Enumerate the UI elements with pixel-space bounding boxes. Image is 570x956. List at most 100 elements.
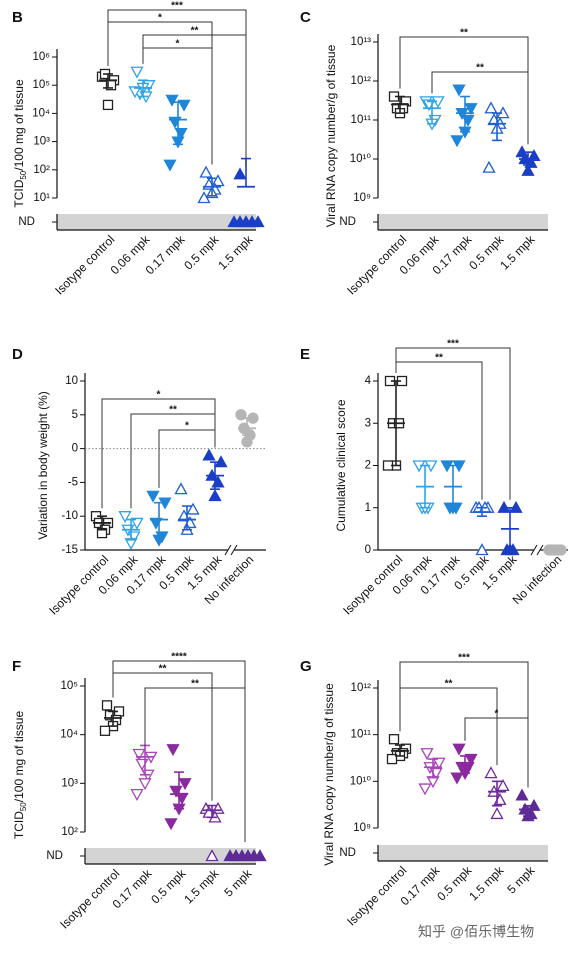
nd-label: ND bbox=[18, 216, 35, 228]
y-tick-label: 10³ bbox=[61, 777, 78, 789]
y-tick-label: 0 bbox=[72, 443, 78, 455]
significance-label: ** bbox=[169, 405, 177, 416]
nd-band bbox=[378, 845, 548, 861]
y-axis-label: TCID50/100 mg of tissue bbox=[12, 711, 28, 840]
significance-bracket bbox=[130, 413, 216, 509]
nd-label: ND bbox=[46, 850, 63, 862]
panel-label: C bbox=[300, 9, 311, 26]
point bbox=[128, 86, 142, 99]
y-tick-label: 4 bbox=[365, 375, 372, 387]
axis-break bbox=[530, 544, 538, 556]
y-axis-label: Viral RNA copy number/g of tissue bbox=[322, 683, 336, 866]
nd-label: ND bbox=[339, 216, 356, 228]
point bbox=[450, 135, 464, 148]
point bbox=[484, 766, 498, 779]
point bbox=[432, 757, 446, 770]
y-axis-label-part: TCID bbox=[12, 811, 26, 839]
y-axis-label-part: 50 bbox=[19, 802, 28, 811]
significance-label: *** bbox=[447, 339, 459, 350]
panel-label: B bbox=[12, 9, 23, 26]
y-axis-label-part: TCID bbox=[12, 179, 26, 207]
y-tick-label: 10¹² bbox=[351, 75, 372, 87]
significance-bracket bbox=[112, 672, 213, 801]
point bbox=[199, 165, 213, 178]
panel-label: D bbox=[12, 346, 23, 363]
point bbox=[233, 167, 247, 180]
y-tick-label: 10⁴ bbox=[32, 107, 50, 119]
significance-bracket bbox=[431, 71, 529, 145]
y-tick-label: 10⁵ bbox=[32, 79, 50, 91]
axis-break bbox=[230, 544, 238, 556]
y-axis-label-part: Cumulative clinical score bbox=[334, 399, 348, 531]
point bbox=[163, 159, 177, 172]
y-tick-label: 10³ bbox=[33, 136, 50, 148]
significance-label: * bbox=[176, 39, 180, 50]
point bbox=[130, 788, 144, 801]
point bbox=[166, 744, 180, 757]
x-tick-label: 0.5 mpk bbox=[181, 232, 222, 273]
y-tick-label: 10² bbox=[61, 826, 78, 838]
x-tick-label: 1.5 mpk bbox=[215, 232, 256, 273]
x-tick-label: 1.5 mpk bbox=[466, 863, 507, 904]
y-tick-label: 1 bbox=[365, 502, 371, 514]
panel-label: G bbox=[300, 658, 312, 675]
point bbox=[241, 436, 253, 448]
point bbox=[164, 818, 178, 831]
y-tick-label: 10¹⁰ bbox=[350, 775, 372, 787]
point bbox=[202, 448, 216, 461]
point bbox=[464, 103, 478, 116]
point bbox=[208, 489, 222, 502]
significance-label: *** bbox=[458, 653, 470, 664]
panel-label: E bbox=[300, 346, 310, 363]
significance-label: * bbox=[157, 390, 161, 401]
point bbox=[521, 163, 535, 176]
point bbox=[118, 511, 132, 524]
significance-bracket bbox=[395, 361, 483, 500]
point bbox=[165, 94, 179, 107]
point bbox=[101, 700, 113, 711]
y-axis-label-part: Viral RNA copy number/g of tissue bbox=[322, 683, 336, 866]
y-tick-label: 10¹ bbox=[33, 192, 50, 204]
y-axis-label-part: Variation in body weight (%) bbox=[36, 391, 50, 540]
significance-label: **** bbox=[171, 652, 187, 663]
significance-bracket bbox=[142, 47, 213, 165]
significance-label: ** bbox=[460, 28, 468, 39]
point bbox=[484, 101, 498, 114]
point bbox=[475, 543, 489, 556]
point bbox=[211, 174, 225, 187]
y-axis-label-part: /100 mg of tissue bbox=[12, 711, 26, 803]
point bbox=[197, 191, 211, 204]
y-tick-label: 3 bbox=[365, 417, 371, 429]
point bbox=[464, 753, 478, 766]
y-tick-label: 0 bbox=[365, 544, 371, 556]
significance-label: * bbox=[158, 13, 162, 24]
point bbox=[452, 84, 466, 97]
y-axis-label: Variation in body weight (%) bbox=[36, 391, 50, 540]
point bbox=[174, 482, 188, 495]
x-tick-label: 5 mpk bbox=[504, 863, 538, 897]
significance-label: *** bbox=[171, 1, 183, 12]
x-tick-label: 5 mpk bbox=[221, 866, 255, 900]
point bbox=[130, 66, 144, 79]
y-tick-label: 10¹¹ bbox=[351, 729, 372, 741]
y-tick-label: 5 bbox=[72, 409, 78, 421]
y-tick-label: 10¹² bbox=[351, 682, 372, 694]
y-tick-label: 10² bbox=[33, 164, 50, 176]
y-tick-label: 10⁴ bbox=[60, 729, 78, 741]
significance-bracket bbox=[464, 717, 529, 788]
point bbox=[146, 490, 160, 503]
point bbox=[253, 849, 267, 862]
point bbox=[178, 778, 192, 791]
point bbox=[420, 748, 434, 761]
significance-label: ** bbox=[445, 679, 453, 690]
point bbox=[496, 779, 510, 792]
x-tick-label: 0.17 mpk bbox=[143, 232, 189, 278]
y-tick-label: 10⁹ bbox=[353, 192, 371, 204]
y-tick-label: 10¹⁰ bbox=[350, 153, 372, 165]
y-tick-label: 10⁵ bbox=[60, 680, 78, 692]
point bbox=[386, 753, 398, 765]
significance-bracket bbox=[142, 34, 247, 167]
significance-bracket bbox=[158, 429, 216, 488]
y-axis-label: TCID50/100 mg of tissue bbox=[12, 79, 28, 208]
